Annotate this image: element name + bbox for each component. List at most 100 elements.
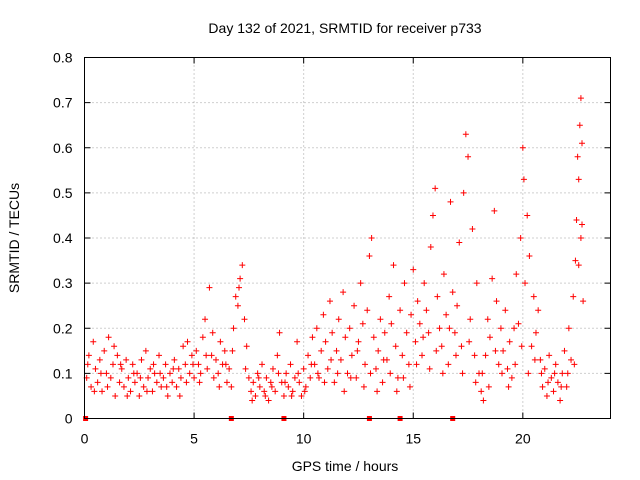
- data-point: [528, 343, 535, 350]
- data-point: [366, 253, 373, 260]
- data-point: [377, 316, 384, 323]
- data-point: [204, 365, 211, 372]
- data-point: [471, 352, 478, 359]
- data-point: [511, 325, 518, 332]
- data-point: [388, 320, 395, 327]
- data-point: [96, 356, 103, 363]
- data-point: [177, 374, 184, 381]
- data-point: [245, 374, 252, 381]
- data-point: [458, 343, 465, 350]
- data-point: [296, 379, 303, 386]
- data-point: [97, 370, 104, 377]
- data-point: [294, 338, 301, 345]
- data-point: [195, 361, 202, 368]
- data-point: [209, 329, 216, 336]
- data-point: [446, 325, 453, 332]
- data-point: [421, 280, 428, 287]
- data-point: [524, 212, 531, 219]
- data-point: [410, 266, 417, 273]
- data-point: [150, 361, 157, 368]
- data-point: [401, 280, 408, 287]
- data-point: [242, 365, 249, 372]
- data-point: [451, 329, 458, 336]
- data-point: [512, 361, 519, 368]
- data-point: [462, 131, 469, 138]
- data-point: [517, 235, 524, 241]
- data-point: [236, 284, 243, 291]
- y-tick-label: 0.1: [53, 365, 73, 381]
- data-point: [147, 365, 154, 372]
- data-point: [215, 370, 222, 377]
- data-point: [117, 361, 124, 368]
- data-point: [493, 298, 500, 305]
- data-point: [208, 352, 215, 359]
- data-point: [229, 347, 236, 354]
- x-tick-label: 15: [405, 431, 421, 447]
- data-point: [228, 383, 235, 390]
- data-point: [90, 338, 97, 345]
- data-point: [180, 343, 187, 350]
- data-point: [184, 338, 191, 345]
- data-point: [532, 329, 539, 336]
- data-point: [210, 374, 217, 381]
- data-point: [259, 361, 266, 368]
- data-point: [504, 365, 511, 372]
- data-point: [176, 392, 183, 399]
- data-point: [169, 379, 176, 386]
- data-point: [149, 388, 156, 395]
- data-point: [359, 320, 366, 327]
- data-point: [472, 379, 479, 386]
- data-point: [255, 374, 262, 381]
- y-tick-label: 0.4: [53, 230, 73, 246]
- data-point: [99, 388, 106, 395]
- data-point: [432, 185, 439, 192]
- data-point: [565, 325, 572, 332]
- data-point: [123, 356, 130, 363]
- data-point: [268, 383, 275, 390]
- data-point: [213, 356, 219, 363]
- data-point: [541, 365, 548, 372]
- data-point: [326, 298, 333, 305]
- data-point: [142, 347, 149, 354]
- x-tick-label: 20: [515, 431, 531, 447]
- data-point: [183, 379, 190, 386]
- data-point: [518, 343, 525, 350]
- data-point: [577, 235, 584, 241]
- data-point: [298, 392, 305, 399]
- data-point: [390, 262, 397, 269]
- y-tick-label: 0.5: [53, 185, 73, 201]
- data-point: [539, 383, 546, 390]
- data-point: [163, 383, 170, 390]
- data-point: [333, 347, 340, 354]
- data-point: [412, 338, 419, 345]
- data-point: [262, 392, 269, 399]
- plot-frame: [84, 57, 611, 419]
- data-point: [538, 370, 545, 377]
- data-point: [153, 379, 160, 386]
- data-point: [550, 388, 557, 395]
- data-point: [492, 347, 499, 354]
- data-point: [120, 383, 127, 390]
- data-point: [465, 153, 472, 160]
- data-point: [400, 374, 407, 381]
- data-point: [572, 257, 579, 264]
- data-point: [414, 298, 421, 305]
- data-point: [216, 383, 223, 390]
- data-point: [256, 383, 263, 390]
- data-point: [116, 379, 123, 386]
- data-point: [138, 356, 145, 363]
- data-point: [129, 361, 136, 368]
- data-point: [423, 307, 430, 314]
- data-point: [171, 356, 178, 363]
- data-point: [186, 370, 193, 377]
- data-point: [191, 374, 198, 381]
- data-point: [570, 293, 577, 300]
- data-point: [405, 361, 412, 368]
- data-point: [130, 370, 137, 377]
- data-point: [559, 370, 566, 377]
- data-point: [568, 356, 575, 363]
- data-point: [111, 343, 118, 350]
- data-point: [321, 379, 328, 386]
- chart-title: Day 132 of 2021, SRMTID for receiver p73…: [208, 20, 481, 36]
- data-point: [118, 365, 125, 372]
